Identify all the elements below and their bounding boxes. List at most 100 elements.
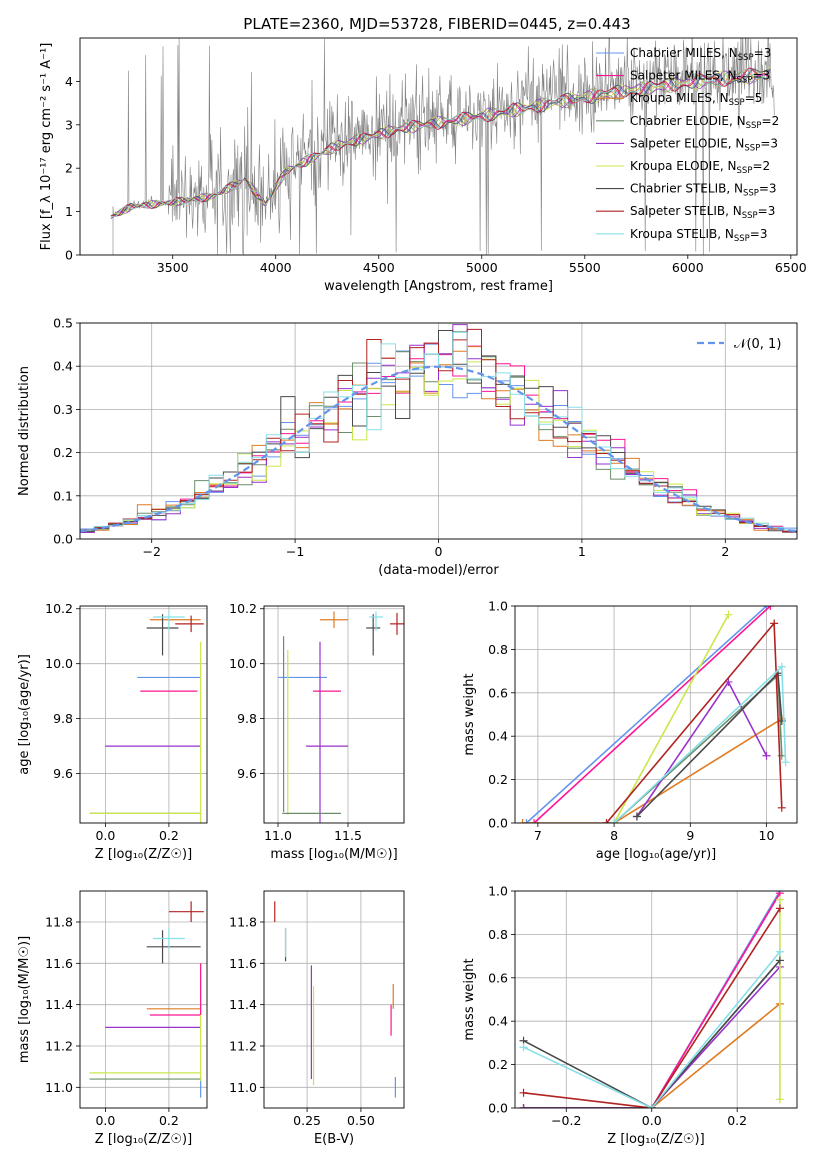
age_vs_Z-ytick-label: 10.2 [45, 601, 73, 616]
legend-label: Salpeter MILES, NSSP=3 [630, 69, 770, 86]
mass_vs_Z-ytick-label: 11.2 [45, 1039, 73, 1054]
age_vs_mass-ytick-label: 10.0 [229, 656, 257, 671]
age_vs_mass-ytick-label: 9.8 [237, 711, 257, 726]
massweight-line [523, 1003, 781, 1108]
age_vs_Z-panel: 0.0 0.2 9.6 9.8 10.0 10.2 Z [log₁₀(Z/Z☉)] age [… [17, 601, 208, 862]
mass_vs_Z-frame [79, 890, 208, 1109]
spectrum-model-line [110, 67, 771, 217]
spectrum-ytick-label: 2 [65, 161, 73, 176]
legend-label-sub: SSP [729, 98, 745, 108]
age_vs_mass-xtick-label: 11.0 [264, 828, 292, 843]
age_vs_mass-ytick-label: 10.2 [229, 601, 257, 616]
spectrum-xlabel: wavelength [Angstrom, rest frame] [324, 279, 553, 294]
spectrum-ytick-label: 0 [65, 248, 73, 263]
mass_vs_Z-ytick-label: 11.8 [45, 915, 73, 930]
massweight_vs_age-ytick-label: 0.6 [488, 685, 508, 700]
residual-histogram-step [80, 330, 797, 533]
residuals-ytick-label: 0.1 [53, 488, 73, 503]
massweight-line [523, 892, 781, 1108]
legend-label-text: Salpeter MILES, N [630, 69, 737, 83]
legend-label-n: =2 [762, 114, 780, 128]
mass_vs_EBV-ytick-label: 11.2 [229, 1039, 257, 1054]
legend-label-n: =3 [758, 204, 776, 218]
legend-label-sub: SSP [744, 143, 760, 153]
massweight_vs_Z-xlabel: Z [log₁₀(Z/Z☉)] [607, 1132, 704, 1147]
massweight-marker [775, 956, 784, 965]
legend-label-sub: SSP [742, 211, 758, 221]
legend-label-n: =3 [750, 227, 768, 241]
legend-label: Chabrier STELIB, NSSP=3 [630, 182, 777, 199]
legend-label-n: =3 [752, 69, 770, 83]
massweight_vs_Z-ytick-label: 0.4 [488, 1014, 508, 1029]
massweight-marker [610, 819, 619, 823]
massweight-marker [777, 662, 786, 671]
residuals-ytick-label: 0.5 [53, 316, 73, 331]
legend-label-n: =5 [745, 91, 763, 105]
massweight_vs_age-ytick-label: 0.4 [488, 729, 508, 744]
mass_vs_EBV-frame [263, 890, 405, 1109]
age_vs_Z-ytick-label: 9.6 [53, 766, 73, 781]
residuals-plot-area [80, 324, 797, 533]
spectrum-ytick-label: 1 [65, 204, 73, 219]
mass_vs_Z-ytick-label: 11.6 [45, 956, 73, 971]
legend-label-text: Salpeter ELODIE, N [630, 136, 744, 150]
massweight-line [523, 951, 781, 1108]
age_vs_Z-plot-area [89, 611, 204, 823]
spectrum-plot-area [110, 38, 775, 255]
age_vs_Z-xtick-label: 0.2 [159, 828, 179, 843]
massweight-marker [775, 895, 784, 904]
massweight-marker [775, 904, 784, 913]
massweight_vs_Z-ytick-label: 0.6 [488, 970, 508, 985]
mass_vs_EBV-ytick-label: 11.0 [229, 1080, 257, 1095]
spectrum-xtick-label: 5000 [466, 260, 498, 275]
massweight-line [523, 966, 781, 1108]
mass_vs_Z-ylabel: mass [log₁₀(M/M☉)] [17, 936, 32, 1063]
legend-label-text: Chabrier ELODIE, N [630, 114, 746, 128]
massweight-marker [647, 1104, 656, 1108]
massweight-marker [602, 819, 611, 823]
massweight_vs_Z-ytick-label: 1.0 [488, 884, 508, 899]
massweight-line [522, 718, 783, 823]
legend-label-text: Kroupa ELODIE, N [630, 159, 737, 173]
spectrum-data-line [112, 38, 775, 255]
legend-label: Salpeter ELODIE, NSSP=3 [630, 136, 778, 153]
age_vs_mass-panel: 11.0 11.5 9.6 9.8 10.0 10.2 mass [log₁₀(M/M☉)] [229, 601, 405, 862]
massweight-line [533, 606, 771, 823]
massweight-marker [530, 819, 539, 823]
massweight_vs_age-plot-area [518, 606, 790, 823]
legend-label-sub: SSP [746, 121, 762, 131]
massweight_vs_Z-ytick-label: 0.2 [488, 1057, 508, 1072]
massweight_vs_age-panel: 7 8 9 10 0.0 0.2 0.4 0.6 0.8 1.0 age [log₁₀(age/yr… [462, 599, 798, 862]
residuals-xtick-label: 2 [721, 544, 729, 559]
age_vs_Z-ylabel: age [log₁₀(age/yr)] [17, 654, 32, 775]
spectrum-ylabel: Flux [f_λ 10⁻¹⁷ erg cm⁻² s⁻¹ A⁻¹] [39, 43, 54, 251]
massweight_vs_Z-ylabel: mass weight [462, 958, 477, 1040]
spectrum-xtick-label: 4500 [363, 260, 395, 275]
legend-label: Kroupa ELODIE, NSSP=2 [630, 159, 770, 176]
mass_vs_Z-plot-area [89, 901, 204, 1098]
massweight-marker [775, 947, 784, 956]
massweight_vs_age-ytick-label: 0.0 [488, 816, 508, 831]
massweight-marker [766, 606, 775, 610]
age_vs_Z-xtick-label: 0.0 [95, 828, 115, 843]
legend-label-n: =3 [754, 46, 772, 60]
massweight-line [605, 621, 783, 823]
age_vs_Z-ytick-label: 10.0 [45, 656, 73, 671]
mass_vs_Z-xtick-label: 0.2 [159, 1113, 179, 1128]
age_vs_Z-ytick-label: 9.8 [53, 711, 73, 726]
legend-label-n: =2 [752, 159, 770, 173]
legend-label: Kroupa MILES, NSSP=5 [630, 91, 762, 108]
residuals-ylabel: Normed distribution [17, 366, 32, 496]
legend-label: Chabrier MILES, NSSP=3 [630, 46, 771, 63]
legend-label-text: Chabrier MILES, N [630, 46, 738, 60]
mass_vs_EBV-ytick-label: 11.6 [229, 956, 257, 971]
age_vs_Z-xlabel: Z [log₁₀(Z/Z☉)] [95, 847, 192, 862]
residuals-xtick-label: −2 [142, 544, 160, 559]
legend-label-sub: SSP [734, 234, 750, 244]
massweight_vs_age-xlabel: age [log₁₀(age/yr)] [596, 847, 717, 862]
massweight_vs_Z-ytick-label: 0.0 [488, 1101, 508, 1116]
massweight_vs_age-ytick-label: 0.2 [488, 772, 508, 787]
spectrum-ytick-label: 4 [65, 74, 73, 89]
massweight-line [525, 606, 768, 823]
normal-curve [80, 365, 797, 533]
